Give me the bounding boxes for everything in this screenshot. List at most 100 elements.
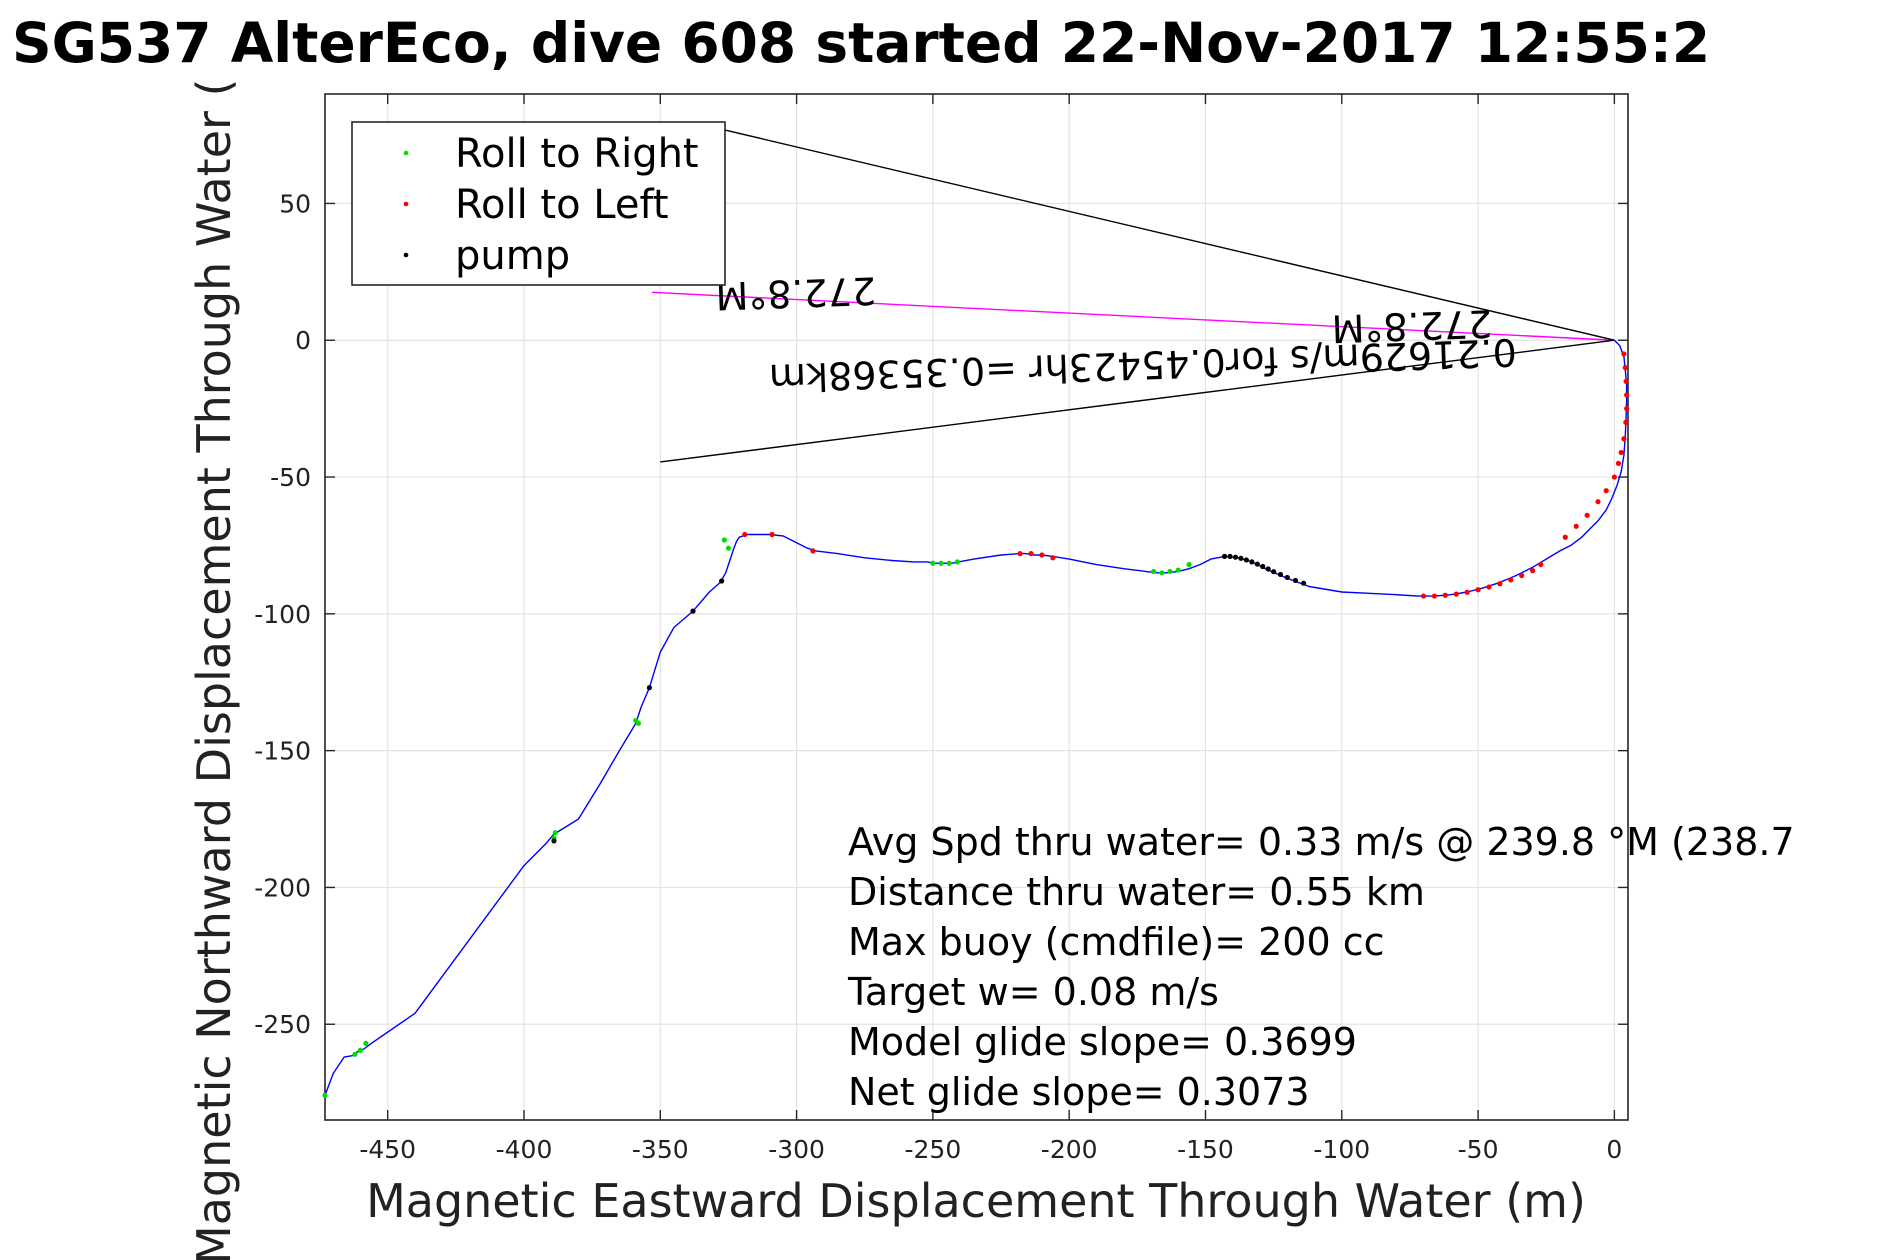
y-tick-label: 50: [279, 189, 311, 218]
roll-left-point: [1573, 523, 1579, 529]
roll-left-point: [810, 548, 816, 554]
pump-point: [1254, 561, 1260, 567]
x-tick-label: -200: [1041, 1135, 1098, 1164]
legend: Roll to Right Roll to Left pump: [351, 121, 726, 286]
stats-annotation: Avg Spd thru water= 0.33 m/s @ 239.8 °M …: [847, 820, 1795, 1114]
roll-left-point: [1453, 591, 1459, 597]
roll-right-point: [352, 1051, 358, 1057]
legend-label-pump: pump: [455, 233, 570, 279]
pump-point: [1292, 577, 1299, 584]
roll-right-point: [1167, 568, 1173, 575]
roll-left-point: [1595, 499, 1601, 505]
x-tick-label: -450: [359, 1135, 416, 1164]
roll-right-point: [363, 1040, 369, 1046]
y-tick-label: -100: [254, 600, 311, 629]
roll-left-point: [1621, 436, 1627, 442]
roll-left-point: [1486, 584, 1492, 590]
roll-left-point: [1017, 551, 1023, 557]
pump-point: [1265, 566, 1271, 572]
annotation-max-buoy: Max buoy (cmdfile)= 200 cc: [848, 920, 1385, 964]
roll-left-point: [1442, 592, 1448, 598]
annotation-distance: Distance thru water= 0.55 km: [848, 870, 1425, 914]
roll-right-point: [725, 545, 732, 551]
x-axis-label: Magnetic Eastward Displacement Through W…: [366, 1174, 1586, 1228]
x-tick-label: -250: [905, 1135, 962, 1164]
flipped-labels: 0.21629m/s for0.45423hr =0.35368km272.8°…: [715, 268, 1518, 400]
roll-right-point: [954, 559, 961, 565]
roll-right-point: [322, 1092, 328, 1098]
pump-point: [1227, 553, 1233, 559]
legend-marker-pump: [403, 252, 409, 258]
pump-point: [1238, 555, 1244, 561]
roll-left-point: [1508, 577, 1514, 583]
roll-right-point: [721, 537, 727, 543]
axis-ticks: -450 -400 -350 -300 -250 -200 -150 -100 -50 0 50 0 -…: [254, 94, 1628, 1164]
roll-left-point: [1615, 460, 1622, 466]
pump-point: [1232, 554, 1239, 560]
roll-right-point: [946, 560, 952, 566]
roll-left-point: [1039, 552, 1045, 558]
roll-right-point: [1186, 561, 1192, 568]
flipped-label: 272.8°M: [1331, 301, 1493, 351]
x-tick-label: -150: [1177, 1135, 1234, 1164]
y-tick-label: -150: [254, 737, 311, 766]
roll-right-point: [1151, 568, 1157, 575]
x-tick-label: 0: [1606, 1135, 1622, 1164]
roll-left-point: [1420, 593, 1427, 599]
roll-left-point: [1624, 392, 1630, 398]
roll-left-point: [742, 531, 748, 538]
annotation-model-glide: Model glide slope= 0.3699: [848, 1020, 1357, 1064]
roll-left-point: [1623, 378, 1629, 384]
roll-left-point: [1538, 561, 1544, 568]
current-line: [652, 291, 1615, 341]
roll-left-point: [1529, 568, 1536, 574]
y-tick-label: -200: [254, 873, 311, 902]
roll-right-point: [938, 560, 944, 566]
y-tick-label: -50: [270, 463, 311, 492]
roll-left-point: [1603, 488, 1609, 494]
legend-marker-roll-right: [403, 150, 409, 156]
flipped-label: 272.8°M: [715, 268, 877, 318]
y-tick-label: 0: [295, 326, 311, 355]
roll-left-point: [1624, 406, 1630, 412]
roll-left-point: [1464, 589, 1470, 595]
annotation-net-glide: Net glide slope= 0.3073: [848, 1070, 1310, 1114]
x-tick-label: -350: [632, 1135, 689, 1164]
pump-point: [1243, 557, 1249, 563]
roll-left-point: [1431, 593, 1438, 599]
chart-title: SG537 AlterEco, dive 608 started 22-Nov-…: [12, 11, 1710, 75]
pump-point: [690, 608, 696, 614]
y-axis-label: Magnetic Northward Displacement Through …: [187, 79, 241, 1260]
pump-point: [1284, 574, 1290, 581]
x-tick-label: -400: [496, 1135, 553, 1164]
plot-frame: [324, 93, 1629, 1121]
legend-label-roll-right: Roll to Right: [455, 131, 699, 177]
roll-right-point: [357, 1047, 364, 1053]
roll-left-point: [1519, 572, 1525, 579]
legend-box: [351, 121, 726, 286]
y-tick-label: -250: [254, 1010, 311, 1039]
x-tick-label: -300: [768, 1135, 825, 1164]
pump-point: [1260, 563, 1266, 570]
roll-left-point: [1028, 551, 1034, 557]
roll-left-point: [1618, 449, 1624, 456]
pump-point: [1249, 559, 1255, 565]
series-layer: [322, 339, 1630, 1098]
roll-right-point: [930, 560, 936, 566]
roll-left-point: [1584, 512, 1590, 518]
roll-left-point: [1622, 365, 1628, 371]
roll-left-point: [769, 531, 775, 538]
pump-point: [1301, 580, 1307, 586]
track-line: [324, 339, 1628, 1096]
wedge-lower-line: [660, 339, 1615, 463]
roll-right-point: [1159, 570, 1165, 576]
roll-right-point: [1175, 567, 1181, 573]
pump-point: [1277, 571, 1284, 578]
roll-left-point: [1562, 534, 1568, 540]
roll-right-point: [633, 717, 639, 724]
roll-left-point: [1621, 351, 1627, 357]
roll-left-point: [1623, 419, 1629, 425]
reference-lines: [652, 128, 1615, 463]
pump-point: [1221, 553, 1228, 559]
